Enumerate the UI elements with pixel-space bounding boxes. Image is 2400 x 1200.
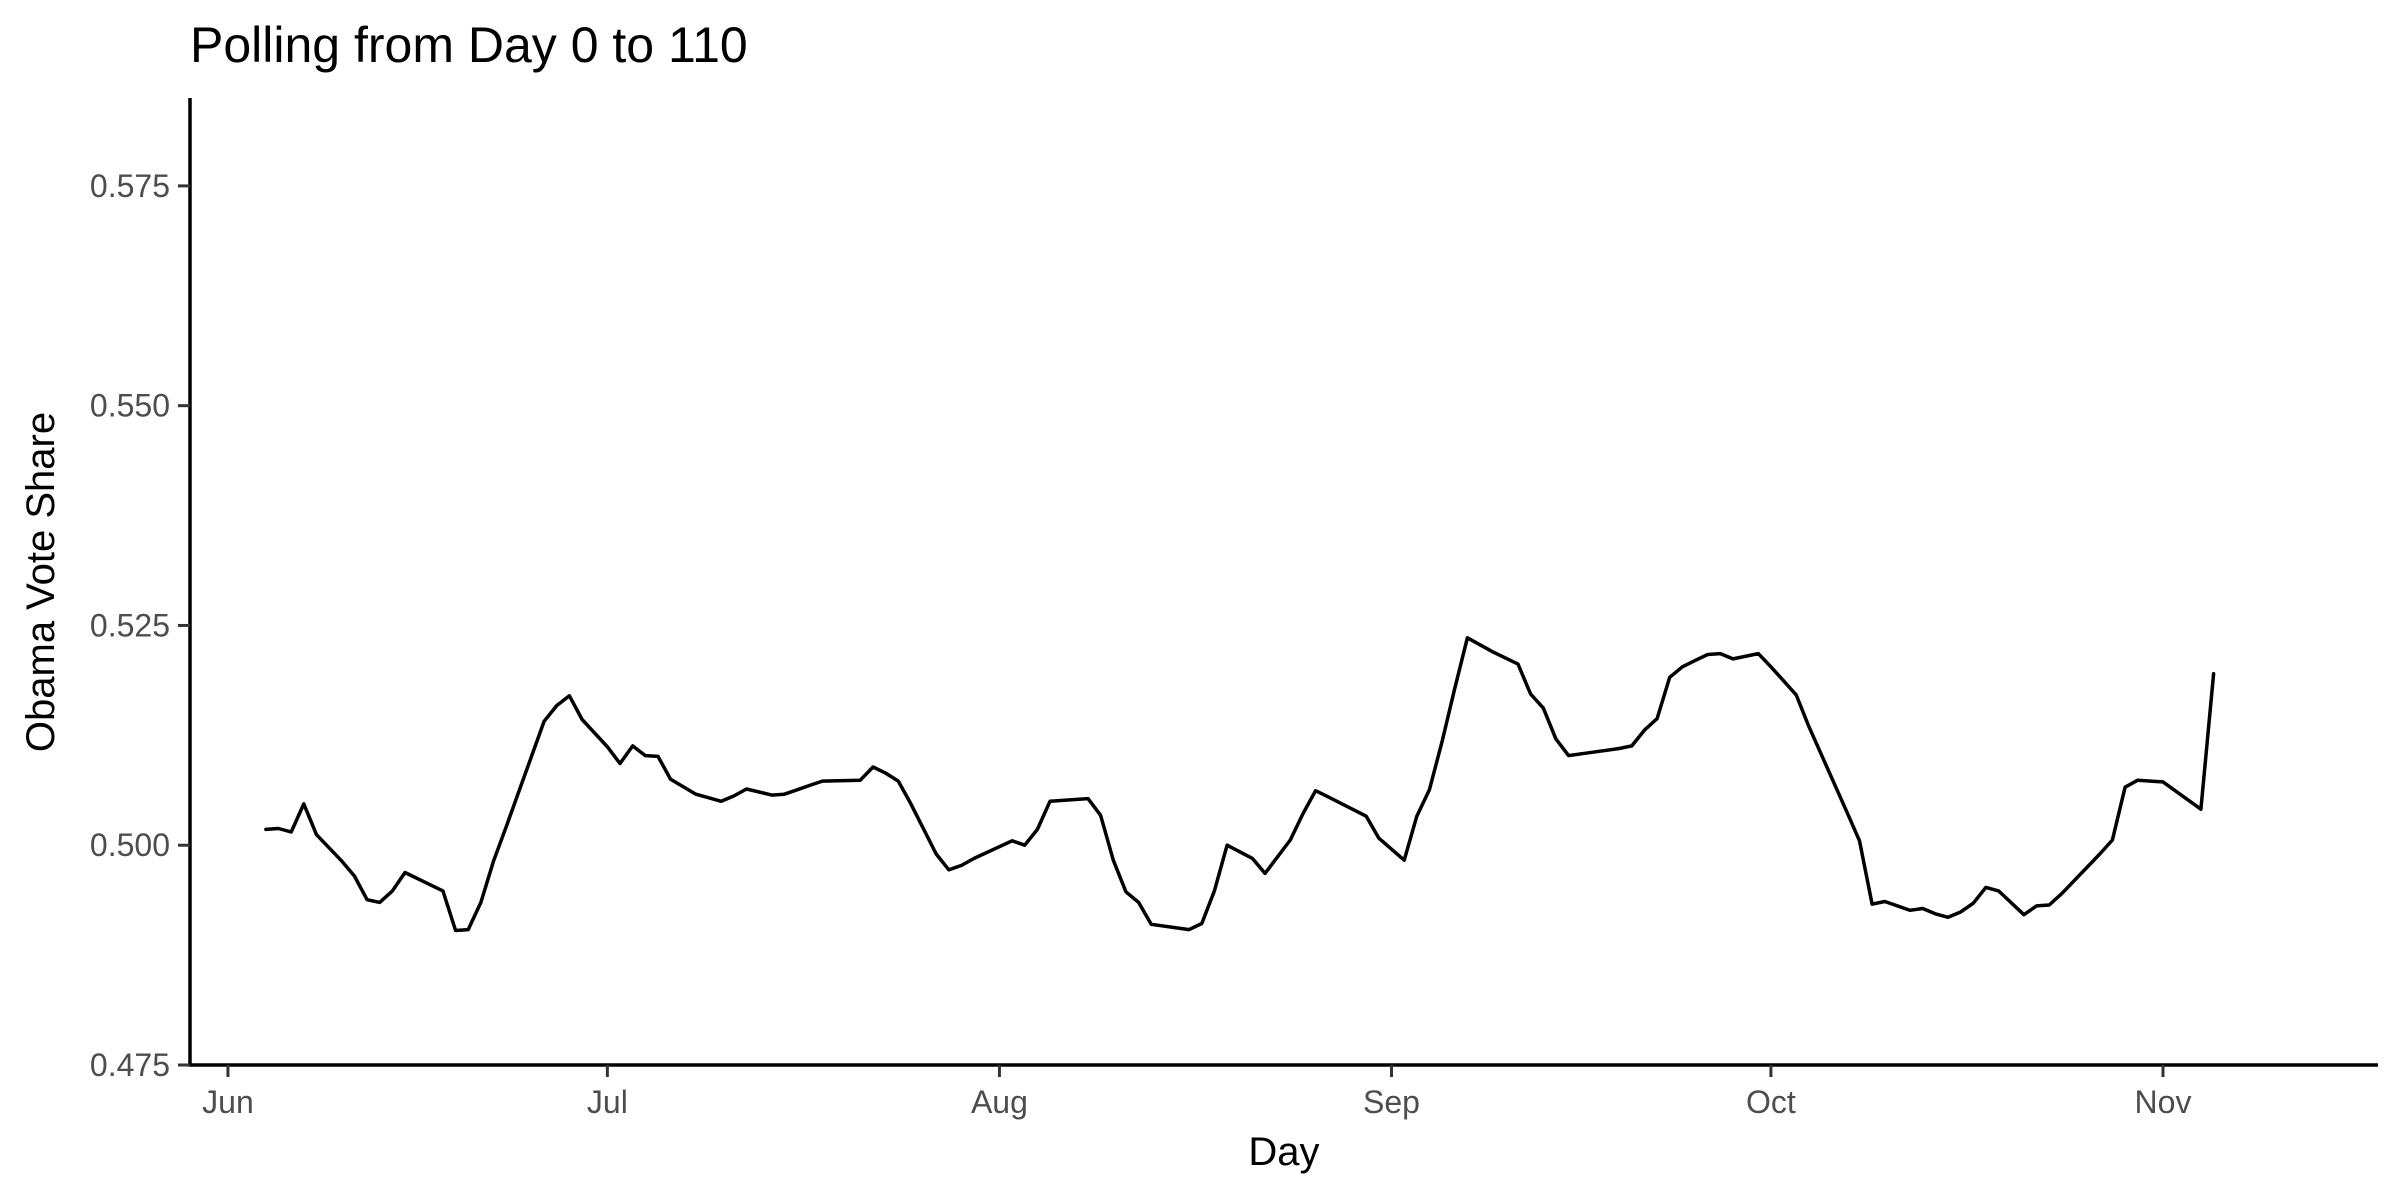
x-tick-label: Nov xyxy=(2135,1084,2192,1120)
y-tick-label: 0.525 xyxy=(90,607,170,643)
y-tick-label: 0.575 xyxy=(90,168,170,204)
x-tick-label: Oct xyxy=(1746,1084,1796,1120)
y-tick-label: 0.475 xyxy=(90,1047,170,1083)
x-tick-label: Jun xyxy=(202,1084,254,1120)
y-tick-label: 0.550 xyxy=(90,388,170,424)
y-tick-label: 0.500 xyxy=(90,827,170,863)
x-tick-label: Sep xyxy=(1363,1084,1420,1120)
series-line xyxy=(264,636,2216,933)
y-axis-ticks: 0.475 0.500 0.525 0.550 0.575 xyxy=(90,168,190,1083)
x-tick-label: Aug xyxy=(971,1084,1028,1120)
chart-title: Polling from Day 0 to 110 xyxy=(190,17,748,73)
x-axis-ticks: Jun Jul Aug Sep Oct Nov xyxy=(202,1065,2191,1120)
x-tick-label: Jul xyxy=(587,1084,628,1120)
x-axis-title: Day xyxy=(1248,1130,1319,1174)
y-axis-title: Obama Vote Share xyxy=(19,412,63,752)
